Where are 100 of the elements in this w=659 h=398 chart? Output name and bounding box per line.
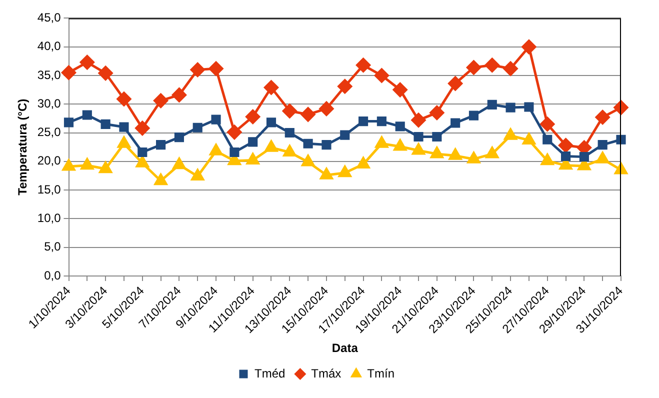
point bbox=[558, 138, 574, 153]
point bbox=[210, 144, 222, 156]
point bbox=[356, 157, 370, 169]
y-tick-label: 30,0 bbox=[37, 96, 62, 110]
point bbox=[135, 120, 150, 136]
point bbox=[595, 110, 610, 125]
point bbox=[174, 132, 184, 142]
point bbox=[411, 112, 426, 128]
point bbox=[375, 136, 388, 148]
point bbox=[560, 151, 571, 162]
point bbox=[467, 152, 480, 164]
point bbox=[448, 148, 462, 160]
point bbox=[598, 140, 608, 150]
point bbox=[540, 154, 554, 166]
point bbox=[414, 132, 424, 142]
point bbox=[450, 118, 460, 128]
point bbox=[119, 122, 129, 132]
point bbox=[100, 119, 110, 129]
y-tick-label: 15,0 bbox=[37, 182, 62, 196]
point bbox=[116, 92, 132, 106]
y-tick-label: 25,0 bbox=[37, 125, 62, 140]
point bbox=[118, 136, 130, 148]
point bbox=[542, 134, 552, 144]
y-tick-label: 40,0 bbox=[37, 39, 62, 54]
point bbox=[136, 156, 149, 168]
point bbox=[503, 61, 518, 76]
point bbox=[322, 140, 332, 150]
point bbox=[430, 146, 444, 158]
point bbox=[80, 158, 94, 170]
point bbox=[486, 146, 499, 158]
point bbox=[154, 174, 168, 186]
y-tick-label: 35,0 bbox=[37, 68, 62, 82]
y-tick-label: 20,0 bbox=[37, 154, 62, 168]
point bbox=[62, 65, 76, 80]
point bbox=[320, 168, 333, 180]
point bbox=[211, 114, 221, 124]
point bbox=[524, 102, 534, 112]
point bbox=[356, 58, 371, 72]
point bbox=[579, 152, 589, 162]
point bbox=[468, 110, 479, 120]
point bbox=[358, 116, 368, 126]
point bbox=[412, 143, 425, 155]
point bbox=[191, 169, 204, 181]
point bbox=[522, 40, 536, 54]
x-axis-title: Data bbox=[332, 341, 358, 356]
legend-label: Tméd bbox=[254, 366, 286, 380]
point bbox=[300, 107, 316, 122]
point bbox=[448, 76, 463, 91]
point bbox=[466, 60, 481, 75]
point bbox=[192, 122, 202, 132]
point bbox=[522, 132, 536, 144]
point bbox=[282, 104, 297, 118]
point bbox=[190, 62, 205, 77]
point bbox=[284, 128, 294, 138]
point bbox=[246, 153, 260, 164]
point bbox=[64, 118, 74, 128]
point bbox=[138, 147, 148, 158]
point bbox=[80, 55, 94, 70]
point bbox=[264, 140, 278, 152]
point bbox=[340, 130, 350, 140]
y-axis-title: Temperatura (°C) bbox=[16, 98, 30, 196]
point bbox=[614, 100, 628, 115]
point bbox=[338, 79, 352, 94]
point bbox=[504, 128, 517, 140]
y-tick-label: 45,0 bbox=[37, 10, 62, 25]
point bbox=[99, 162, 112, 174]
y-tick-label: 5,0 bbox=[44, 240, 62, 254]
point bbox=[302, 154, 315, 166]
point bbox=[227, 124, 242, 140]
point bbox=[154, 93, 168, 108]
point bbox=[319, 101, 334, 116]
point bbox=[208, 61, 224, 76]
point bbox=[338, 166, 352, 178]
point bbox=[596, 152, 610, 164]
y-tick-label: 0,0 bbox=[44, 268, 62, 282]
y-tick-label: 10,0 bbox=[37, 210, 62, 225]
point bbox=[230, 147, 240, 158]
legend-label: Tmáx bbox=[311, 366, 342, 380]
point bbox=[432, 132, 442, 142]
point bbox=[156, 140, 166, 150]
point bbox=[266, 118, 276, 128]
point bbox=[614, 162, 628, 174]
point bbox=[374, 68, 389, 83]
point bbox=[484, 58, 500, 72]
point bbox=[376, 116, 386, 126]
point bbox=[616, 134, 626, 144]
point bbox=[82, 110, 92, 120]
point bbox=[246, 109, 260, 124]
point bbox=[506, 102, 516, 112]
point bbox=[172, 88, 186, 102]
point bbox=[540, 116, 555, 132]
point bbox=[62, 159, 76, 171]
point bbox=[248, 137, 258, 147]
point bbox=[487, 100, 497, 110]
point bbox=[264, 80, 278, 95]
point bbox=[303, 138, 313, 148]
point bbox=[283, 144, 296, 156]
point bbox=[395, 122, 405, 132]
point bbox=[172, 158, 186, 170]
point bbox=[98, 66, 113, 80]
